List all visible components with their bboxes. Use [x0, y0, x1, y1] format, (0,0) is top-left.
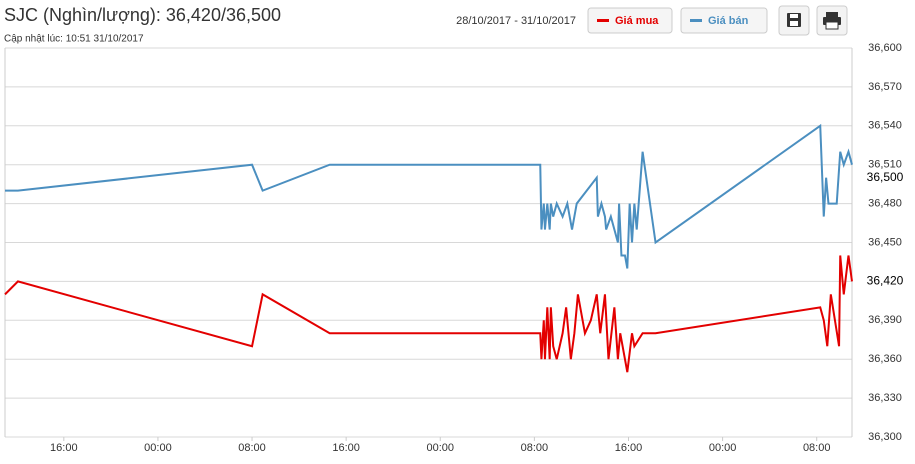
x-tick-label: 16:00 — [615, 442, 643, 454]
chart-title: SJC (Nghìn/lượng): 36,420/36,500 — [4, 5, 281, 25]
y-tick-label: 36,360 — [868, 353, 902, 365]
print-button[interactable] — [816, 5, 848, 36]
x-tick-label: 16:00 — [50, 442, 78, 454]
series-line — [4, 255, 853, 373]
current-value-bg — [860, 169, 910, 186]
legend-button[interactable] — [680, 7, 768, 34]
current-value-bg — [860, 273, 910, 290]
updated-time: Cập nhật lúc: 10:51 31/10/2017 — [4, 34, 144, 45]
x-tick-label: 08:00 — [521, 442, 549, 454]
x-tick-label: 00:00 — [426, 442, 454, 454]
x-tick-label: 08:00 — [238, 442, 266, 454]
y-tick-label: 36,510 — [868, 159, 902, 171]
save-button[interactable] — [778, 5, 810, 36]
legend-label[interactable]: Giá mua — [615, 15, 659, 27]
y-tick-label: 36,540 — [868, 120, 902, 132]
legend-label[interactable]: Giá bán — [708, 15, 749, 27]
y-tick-label: 36,600 — [868, 42, 902, 54]
x-tick-label: 08:00 — [803, 442, 831, 454]
series-line — [5, 123, 853, 269]
y-tick-label: 36,330 — [868, 392, 902, 404]
y-tick-label: 36,450 — [868, 236, 902, 248]
x-tick-label: 00:00 — [144, 442, 172, 454]
date-range[interactable]: 28/10/2017 - 31/10/2017 — [456, 15, 576, 27]
x-tick-label: 16:00 — [332, 442, 360, 454]
current-value-label: 36,500 — [867, 170, 904, 184]
y-tick-label: 36,480 — [868, 198, 902, 210]
legend-button[interactable] — [587, 7, 673, 34]
y-tick-label: 36,390 — [868, 314, 902, 326]
y-tick-label: 36,570 — [868, 81, 902, 93]
y-tick-label: 36,300 — [868, 431, 902, 443]
current-value-label: 36,420 — [867, 274, 904, 288]
x-tick-label: 00:00 — [709, 442, 737, 454]
